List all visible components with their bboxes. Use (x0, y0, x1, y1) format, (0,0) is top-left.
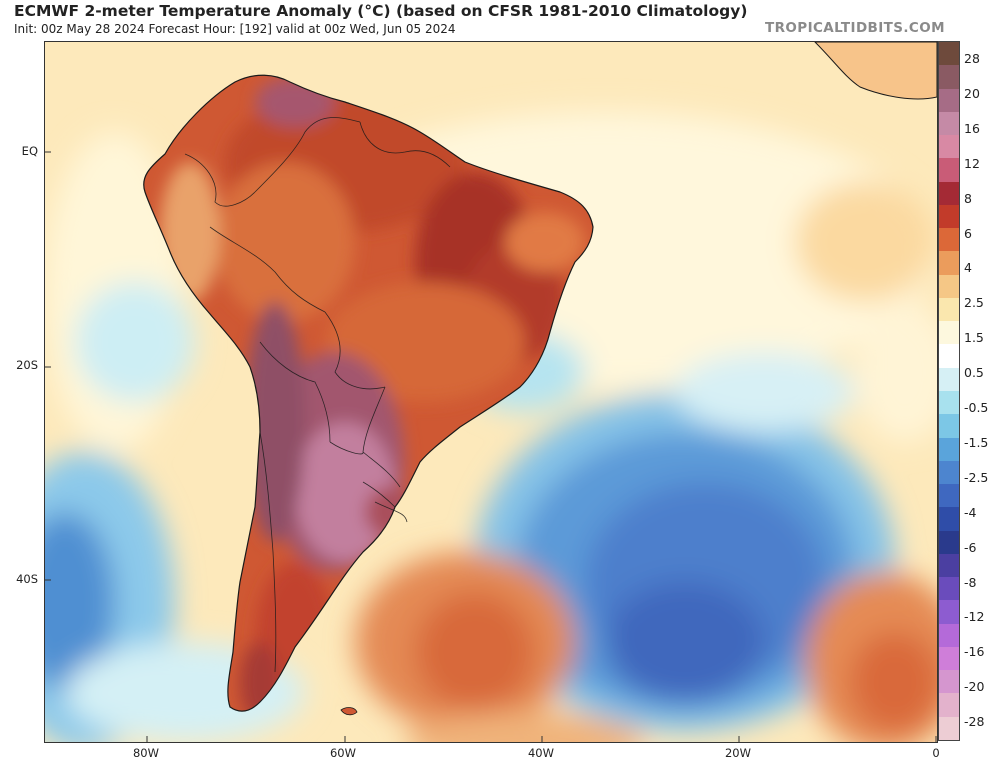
colorbar-segment (939, 181, 959, 205)
colorbar-tick-label: -1.5 (964, 434, 989, 450)
lat-label-40s: 40S (16, 572, 38, 586)
colorbar-segment (939, 88, 959, 112)
map-subtitle: Init: 00z May 28 2024 Forecast Hour: [19… (14, 22, 456, 36)
anomaly-map (44, 41, 938, 743)
africa-coastline (814, 42, 937, 100)
brand-watermark: TROPICALTIDBITS.COM (765, 20, 945, 36)
colorbar-segment (939, 158, 959, 182)
colorbar-segment (939, 42, 959, 66)
colorbar-segment (939, 577, 959, 601)
colorbar-tick-label: 4 (964, 260, 972, 276)
colorbar-segment (939, 507, 959, 531)
colorbar-segment (939, 460, 959, 485)
colorbar-segment (939, 344, 959, 368)
colorbar-segment (939, 297, 959, 322)
colorbar-tick-label: 16 (964, 120, 980, 136)
colorbar-tick-label: -8 (964, 574, 977, 590)
colorbar-segment (939, 321, 959, 345)
colorbar-tick-label: 20 (964, 85, 980, 101)
colorbar-tick-label: -0.5 (964, 400, 989, 415)
colorbar-segment (939, 274, 959, 298)
lon-label-60w: 60W (329, 746, 356, 760)
colorbar-segment (939, 390, 959, 415)
colorbar-tick-label: 2.5 (964, 295, 984, 311)
colorbar-segment (939, 553, 959, 578)
colorbar-segment (939, 414, 959, 438)
lon-label-40w: 40W (527, 746, 554, 760)
colorbar-tick-label: -28 (964, 714, 985, 730)
south-america-coastline (143, 74, 594, 712)
colorbar-tick-label: 0.5 (964, 365, 984, 381)
colorbar-segment (939, 716, 959, 740)
colorbar-segment (939, 111, 959, 136)
colorbar-segment (939, 530, 959, 554)
colorbar-segment (939, 251, 959, 275)
colorbar-segment (939, 600, 959, 624)
colorbar-segment (939, 135, 959, 159)
lon-label-20w: 20W (724, 746, 751, 760)
lon-label-0: 0 (932, 746, 940, 760)
colorbar-tick-label: 6 (964, 225, 972, 241)
lat-label-20s: 20S (16, 358, 38, 372)
colorbar-tick-label: -4 (964, 504, 977, 520)
colorbar-tick-label: -16 (964, 644, 985, 660)
colorbar-tick-label: 1.5 (964, 330, 984, 346)
falkland-islands (340, 707, 358, 716)
colorbar-segment (939, 228, 959, 252)
anomaly-map-svg (45, 42, 937, 742)
graticule-ticks (45, 151, 937, 742)
colorbar-segment (939, 65, 959, 89)
lon-label-80w: 80W (132, 746, 159, 760)
colorbar-tick-label: 28 (964, 51, 980, 66)
colorbar-tick-label: -20 (964, 679, 985, 695)
colorbar-segment (939, 670, 959, 694)
colorbar-segment (939, 437, 959, 461)
colorbar-tick-label: 8 (964, 190, 972, 206)
colorbar-tick-label: -2.5 (964, 469, 989, 485)
map-title: ECMWF 2-meter Temperature Anomaly (°C) (… (14, 2, 748, 20)
colorbar-segment (939, 623, 959, 647)
lat-label-eq: EQ (21, 144, 38, 158)
colorbar-tick-label: 12 (964, 155, 980, 171)
colorbar-segment (939, 204, 959, 229)
colorbar-segment (939, 367, 959, 391)
country-borders (184, 117, 451, 673)
colorbar-segment (939, 646, 959, 671)
colorbar-segment (939, 484, 959, 508)
colorbar (938, 41, 960, 741)
colorbar-tick-label: -6 (964, 539, 977, 555)
ocean-anomaly-field (45, 112, 937, 742)
colorbar-segment (939, 693, 959, 717)
colorbar-tick-label: -12 (964, 609, 985, 625)
